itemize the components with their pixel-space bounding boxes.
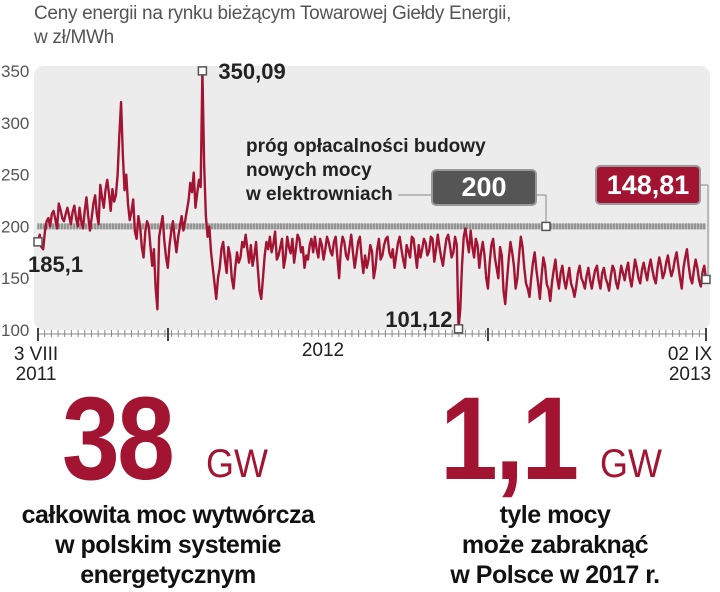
chart-title-line2: w zł/MWh: [34, 27, 114, 48]
y-tick-label: 350: [1, 62, 29, 81]
stat-right-caption-line1: tyle mocy: [499, 501, 611, 529]
threshold-value-box: [431, 169, 537, 206]
y-tick-label: 200: [1, 217, 29, 236]
stat-left-caption-line3: energetycznym: [80, 561, 256, 589]
stat-left-caption-line1: całkowita moc wytwórcza: [21, 501, 315, 529]
chart-title: Ceny energii na rynku bieżącym Towarowej…: [34, 2, 634, 50]
x-label-start-line2: 2011: [16, 364, 57, 385]
label-peak: 350,09: [218, 59, 285, 84]
annotations-layer: 185,1 350,09 101,12 próg opłacalności budow…: [28, 59, 711, 334]
stat-left-caption-line2: w polskim systemie: [55, 531, 281, 559]
stat-left-unit: GW: [206, 442, 268, 486]
series-layer: [36, 69, 708, 331]
marker-start: [33, 237, 43, 247]
threshold-text-line2: nowych mocy: [246, 160, 372, 181]
marker-last: [701, 274, 711, 285]
stat-right-unit: GW: [600, 442, 662, 486]
stat-right: 1,1 GW: [440, 380, 700, 502]
stat-right-caption-line2: może zabraknąć: [461, 531, 649, 559]
threshold-text-line1: próg opłacalności budowy: [246, 136, 486, 157]
stat-left-value: 38: [62, 373, 175, 505]
x-label-end-line1: 02 IX: [668, 344, 713, 365]
y-axis: 100 150 200 250 300 350: [1, 62, 29, 340]
y-tick-label: 150: [1, 269, 29, 288]
stat-right-caption-line3: w Polsce w 2017 r.: [450, 561, 660, 589]
threshold-marker: [541, 221, 551, 232]
x-label-start-line1: 3 VIII: [14, 344, 58, 365]
x-label-mid: 2012: [302, 340, 344, 361]
marker-min: [453, 324, 464, 334]
threshold-value-label: 200: [461, 172, 506, 202]
series-line: [36, 69, 708, 331]
y-tick-label: 100: [1, 321, 29, 340]
threshold-band-fill: [38, 223, 706, 230]
x-label-end-line2: 2013: [669, 364, 711, 385]
threshold-text-line3: w elektrowniach: [245, 184, 393, 205]
marker-peak: [197, 66, 208, 76]
last-value-label: 148,81: [607, 170, 690, 200]
stat-right-value: 1,1: [440, 373, 579, 505]
stat-right-caption: tyle mocy może zabraknąć w Polsce w 2017…: [400, 500, 710, 590]
label-min: 101,12: [385, 307, 452, 332]
y-tick-label: 250: [1, 166, 29, 185]
stat-left: 38 GW: [62, 380, 362, 502]
stat-left-caption: całkowita moc wytwórcza w polskim system…: [0, 500, 336, 590]
label-start: 185,1: [28, 252, 83, 277]
y-tick-label: 300: [1, 114, 29, 133]
chart-title-line1: Ceny energii na rynku bieżącym Towarowej…: [34, 3, 512, 24]
